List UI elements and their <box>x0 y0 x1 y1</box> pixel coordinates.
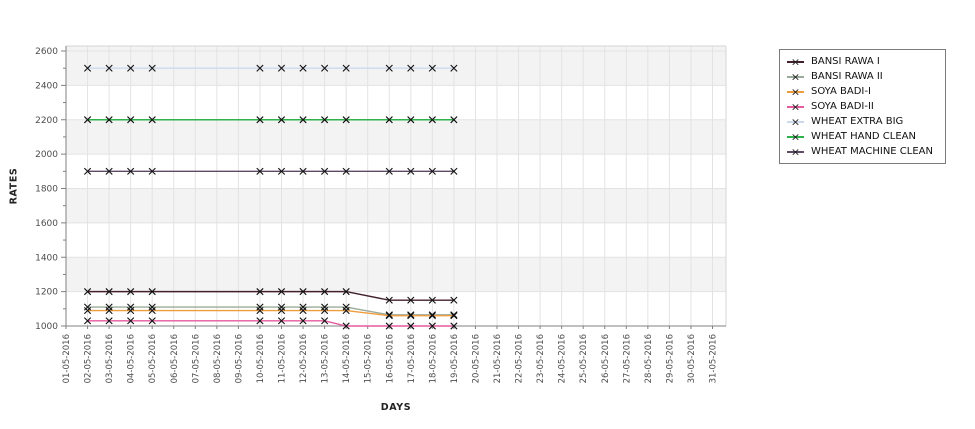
legend-line-swatch <box>787 76 804 78</box>
legend-item: × WHEAT HAND CLEAN <box>787 129 933 144</box>
svg-text:16-05-2016: 16-05-2016 <box>385 334 395 383</box>
svg-text:30-05-2016: 30-05-2016 <box>687 334 697 383</box>
x-marker-icon: × <box>790 129 801 143</box>
gridlines <box>66 46 726 327</box>
svg-text:25-05-2016: 25-05-2016 <box>579 334 589 383</box>
svg-text:31-05-2016: 31-05-2016 <box>709 334 719 383</box>
x-marker-icon: × <box>790 69 801 83</box>
legend-marker-icon: × <box>787 131 804 142</box>
x-marker-icon: × <box>790 144 801 158</box>
svg-text:1400: 1400 <box>35 253 58 263</box>
svg-text:19-05-2016: 19-05-2016 <box>450 334 460 383</box>
rates-line-chart: 1000 1200 1400 1600 1800 2000 2200 2400 2600 01-0… <box>35 45 727 383</box>
svg-text:14-05-2016: 14-05-2016 <box>342 334 352 383</box>
svg-text:03-05-2016: 03-05-2016 <box>105 334 115 383</box>
svg-text:15-05-2016: 15-05-2016 <box>364 334 374 383</box>
svg-text:29-05-2016: 29-05-2016 <box>665 334 675 383</box>
legend-marker-icon: × <box>787 146 804 157</box>
svg-text:05-05-2016: 05-05-2016 <box>148 334 158 383</box>
svg-text:23-05-2016: 23-05-2016 <box>536 334 546 383</box>
legend-line-swatch <box>787 136 804 138</box>
legend-label: WHEAT EXTRA BIG <box>811 116 904 127</box>
svg-text:04-05-2016: 04-05-2016 <box>127 334 137 383</box>
legend-line-swatch <box>787 151 804 153</box>
svg-text:2400: 2400 <box>35 81 58 91</box>
y-axis-ticks: 1000 1200 1400 1600 1800 2000 2200 2400 2600 <box>35 47 66 332</box>
y-axis-title: RATES <box>8 167 20 205</box>
legend-marker-icon: × <box>787 116 804 127</box>
legend-marker-icon: × <box>787 101 804 112</box>
legend-marker-icon: × <box>787 71 804 82</box>
legend-item: × BANSI RAWA II <box>787 69 933 84</box>
legend-label: SOYA BADI-I <box>811 86 871 97</box>
svg-text:21-05-2016: 21-05-2016 <box>493 334 503 383</box>
svg-text:17-05-2016: 17-05-2016 <box>407 334 417 383</box>
legend-item: × WHEAT MACHINE CLEAN <box>787 144 933 159</box>
plot-bands <box>66 46 726 326</box>
legend-marker-icon: × <box>787 86 804 97</box>
svg-text:22-05-2016: 22-05-2016 <box>515 334 525 383</box>
svg-text:13-05-2016: 13-05-2016 <box>321 334 331 383</box>
svg-text:18-05-2016: 18-05-2016 <box>428 334 438 383</box>
legend-label: BANSI RAWA II <box>811 71 883 82</box>
x-axis-ticks: 01-05-2016 02-05-2016 03-05-2016 04-05-2016… <box>62 326 719 383</box>
svg-text:06-05-2016: 06-05-2016 <box>170 334 180 383</box>
svg-text:11-05-2016: 11-05-2016 <box>278 334 288 383</box>
svg-text:01-05-2016: 01-05-2016 <box>62 334 72 383</box>
x-marker-icon: × <box>790 99 801 113</box>
svg-text:20-05-2016: 20-05-2016 <box>471 334 481 383</box>
svg-text:2000: 2000 <box>35 150 58 160</box>
legend-item: × WHEAT EXTRA BIG <box>787 114 933 129</box>
legend-label: WHEAT MACHINE CLEAN <box>811 146 933 157</box>
legend-item: × BANSI RAWA I <box>787 54 933 69</box>
x-axis-title: DAYS <box>380 402 412 413</box>
svg-text:07-05-2016: 07-05-2016 <box>191 334 201 383</box>
x-marker-icon: × <box>790 54 801 68</box>
series-markers <box>83 64 458 330</box>
svg-text:08-05-2016: 08-05-2016 <box>213 334 223 383</box>
svg-text:09-05-2016: 09-05-2016 <box>234 334 244 383</box>
svg-text:1200: 1200 <box>35 288 58 298</box>
svg-text:26-05-2016: 26-05-2016 <box>601 334 611 383</box>
legend-line-swatch <box>787 121 804 123</box>
legend-label: WHEAT HAND CLEAN <box>811 131 916 142</box>
legend-label: SOYA BADI-II <box>811 101 874 112</box>
x-marker-icon: × <box>790 84 801 98</box>
legend-item: × SOYA BADI-I <box>787 84 933 99</box>
svg-text:2200: 2200 <box>35 116 58 126</box>
svg-text:12-05-2016: 12-05-2016 <box>299 334 309 383</box>
chart-legend: × BANSI RAWA I × BANSI RAWA II × SOYA BADI-I ×… <box>779 49 946 164</box>
legend-marker-icon: × <box>787 56 804 67</box>
svg-text:1600: 1600 <box>35 219 58 229</box>
svg-text:2600: 2600 <box>35 47 58 57</box>
legend-item: × SOYA BADI-II <box>787 99 933 114</box>
legend-line-swatch <box>787 106 804 108</box>
svg-text:24-05-2016: 24-05-2016 <box>558 334 568 383</box>
svg-text:27-05-2016: 27-05-2016 <box>622 334 632 383</box>
svg-text:28-05-2016: 28-05-2016 <box>644 334 654 383</box>
svg-text:02-05-2016: 02-05-2016 <box>84 334 94 383</box>
x-marker-icon: × <box>790 114 801 128</box>
legend-label: BANSI RAWA I <box>811 56 880 67</box>
svg-text:10-05-2016: 10-05-2016 <box>256 334 266 383</box>
legend-line-swatch <box>787 91 804 93</box>
svg-text:1000: 1000 <box>35 322 58 332</box>
legend-line-swatch <box>787 61 804 63</box>
svg-text:1800: 1800 <box>35 185 58 195</box>
